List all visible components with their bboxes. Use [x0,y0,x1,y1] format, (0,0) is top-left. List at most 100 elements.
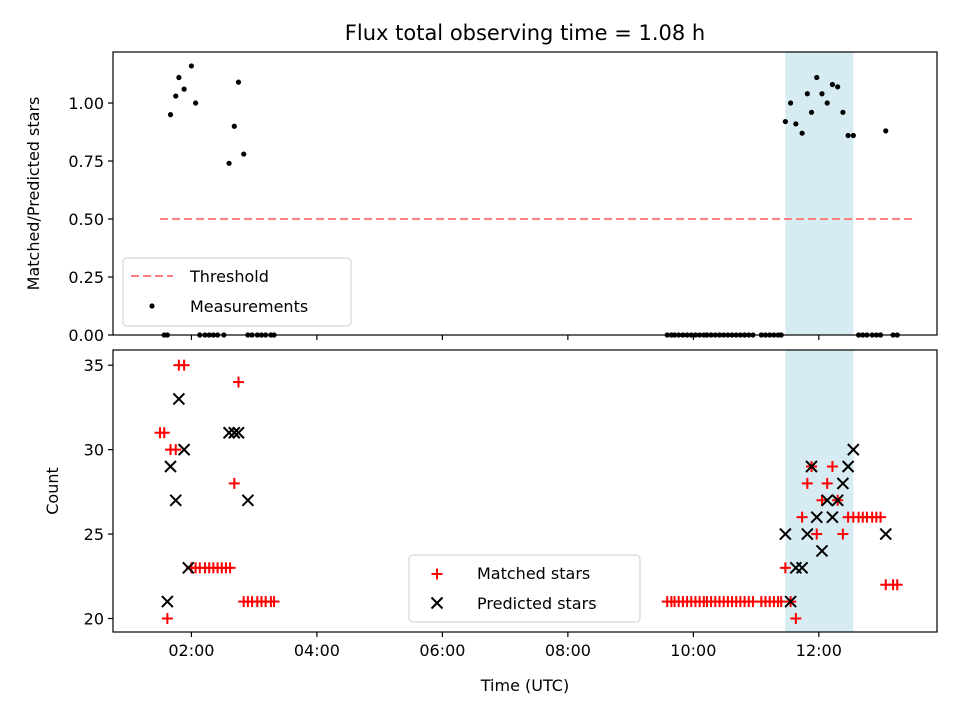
matched-star-point [775,596,787,608]
predicted-star-point [836,477,850,490]
bottom-highlight-span [785,350,854,632]
measurement-point [883,128,889,134]
measurement-point [176,74,182,81]
top-highlight-span [785,52,854,335]
matched-star-point [268,596,280,608]
measurement-point [799,130,805,136]
y-tick-label: 0.75 [68,152,104,171]
y-tick-label: 0.00 [68,326,104,345]
matched-star-point [158,427,170,439]
top-y-axis-ticks: 0.00 0.25 0.50 0.75 1.00 [68,94,113,345]
x-tick-label: 12:00 [796,641,842,660]
matched-star-point [891,579,903,591]
matched-star-point [224,562,236,574]
cross-b [232,426,245,439]
measurement-point [235,79,242,85]
cross-b [831,494,844,507]
matched-legend-label: Matched stars [477,564,590,583]
cross-b [241,494,255,507]
measurement-point [167,112,174,118]
matched-star-point [811,528,823,540]
predicted-star-point [826,510,839,524]
predicted-stars-points [161,392,892,608]
predicted-star-point [810,510,823,524]
measurement-point [173,93,179,99]
x-tick-label: 08:00 [545,641,591,660]
y-tick-label: 30 [84,441,104,460]
matched-star-point [228,477,240,489]
cross-b [805,460,818,473]
measurement-point [850,132,856,139]
predicted-star-point [222,426,236,439]
cross-b [169,494,182,507]
predicted-star-point [182,561,195,575]
cross-b [826,510,839,524]
predicted-star-point [831,494,844,507]
predicted-star-point [805,460,818,473]
y-tick-label: 0.50 [68,210,104,229]
cross-b [228,426,241,439]
matched-star-point [821,477,833,489]
bottom-legend: Matched stars Predicted stars [408,554,641,623]
y-tick-label: 1.00 [68,94,104,113]
measurement-point [782,118,788,125]
predicted-star-point [847,443,860,456]
cross-b [879,527,892,541]
chart-title: Flux total observing time = 1.08 h [345,21,705,45]
bottom-x-axis-ticks: 02:00 04:00 06:00 08:00 10:00 12:00 [168,632,842,660]
x-tick-label: 06:00 [419,641,465,660]
y-tick-label: 0.25 [68,268,104,287]
bottom-legend-box [408,554,641,623]
matched-stars-points [154,359,903,624]
predicted-star-point [228,426,241,439]
predicted-star-point [784,595,797,608]
measurements-legend-label: Measurements [190,297,308,316]
measurement-point [231,123,237,129]
cross-b [836,477,850,490]
top-axes-frame [112,51,938,336]
measurement-point [181,86,187,92]
matched-star-point [796,511,808,523]
ratio-panel: 0.00 0.25 0.50 0.75 1.00 Flux total observin… [24,21,938,345]
measurement-point [824,100,830,106]
measurement-point [819,91,825,97]
predicted-star-point [815,544,829,558]
threshold-legend-label: Threshold [189,267,269,286]
legend-plus-marker [431,568,443,580]
predicted-star-point [779,527,792,541]
top-x-axis-ticks [190,335,820,340]
bottom-y-axis-ticks: 20 25 30 35 [84,356,113,628]
cross-b [222,426,236,439]
legend-cross-marker [430,596,444,610]
cross-b [847,443,860,456]
predicted-star-point [232,426,245,439]
x-tick-label: 02:00 [168,641,214,660]
bottom-axes-frame [112,349,938,633]
cross-b [795,561,809,575]
y-tick-label: 20 [84,609,104,628]
measurement-point [188,63,195,69]
matched-star-point [801,477,813,489]
predicted-legend-label: Predicted stars [477,594,597,613]
predicted-star-point [169,494,182,507]
cross-b [430,596,444,610]
cross-b [172,392,186,406]
cross-b [182,561,195,575]
measurement-point [814,74,820,81]
cross-b [779,527,792,541]
cross-b [784,595,797,608]
top-legend-box [122,257,352,327]
measurement-point [845,132,851,139]
predicted-star-point [841,460,855,473]
top-legend: Threshold Measurements [122,257,352,327]
predicted-star-point [164,460,177,473]
matched-star-point [178,359,190,371]
predicted-star-point [241,494,255,507]
x-tick-label: 10:00 [670,641,716,660]
predicted-star-point [177,443,191,456]
predicted-star-point [820,494,834,507]
measurement-point [829,81,836,88]
measurement-point [840,109,846,115]
measurement-point [788,100,794,106]
